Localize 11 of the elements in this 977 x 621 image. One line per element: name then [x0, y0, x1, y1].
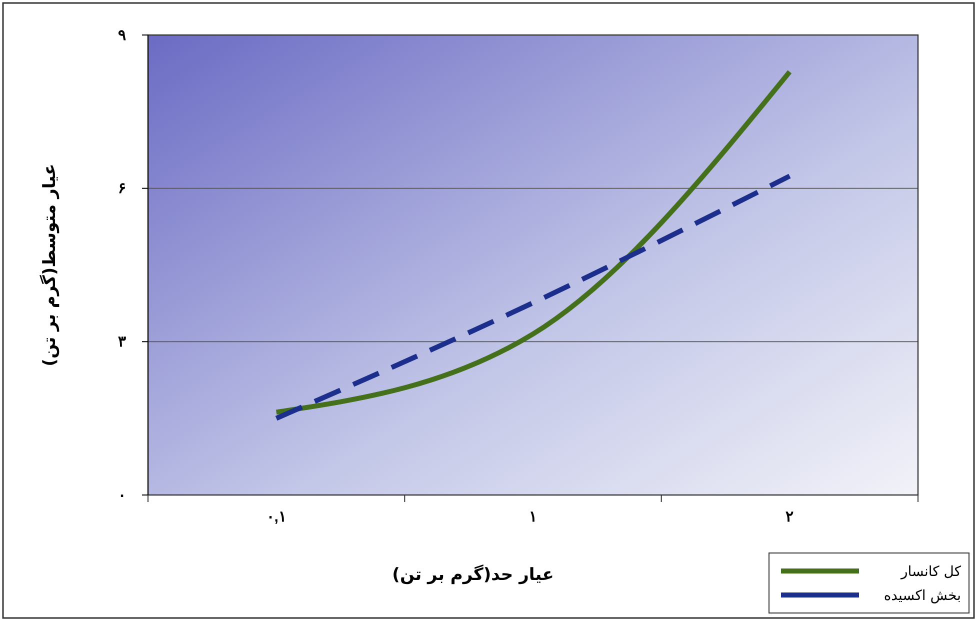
- x-tick-label: ۲: [786, 508, 794, 526]
- text: کل کانسار: [900, 564, 962, 580]
- x-tick-label: ۱: [529, 508, 537, 526]
- y-tick-label: ۹: [118, 26, 126, 44]
- x-axis-title: عیار حد(گرم بر تن): [392, 564, 554, 585]
- y-axis-title: عیار متوسط(گرم بر تن): [39, 164, 60, 366]
- y-tick-label: ۶: [118, 180, 126, 198]
- text: بخش اکسیده: [884, 588, 961, 604]
- y-tick-label: ۳: [118, 333, 126, 350]
- x-tick-label: ۰,۱: [266, 508, 286, 526]
- y-tick-label: ۰: [118, 486, 126, 504]
